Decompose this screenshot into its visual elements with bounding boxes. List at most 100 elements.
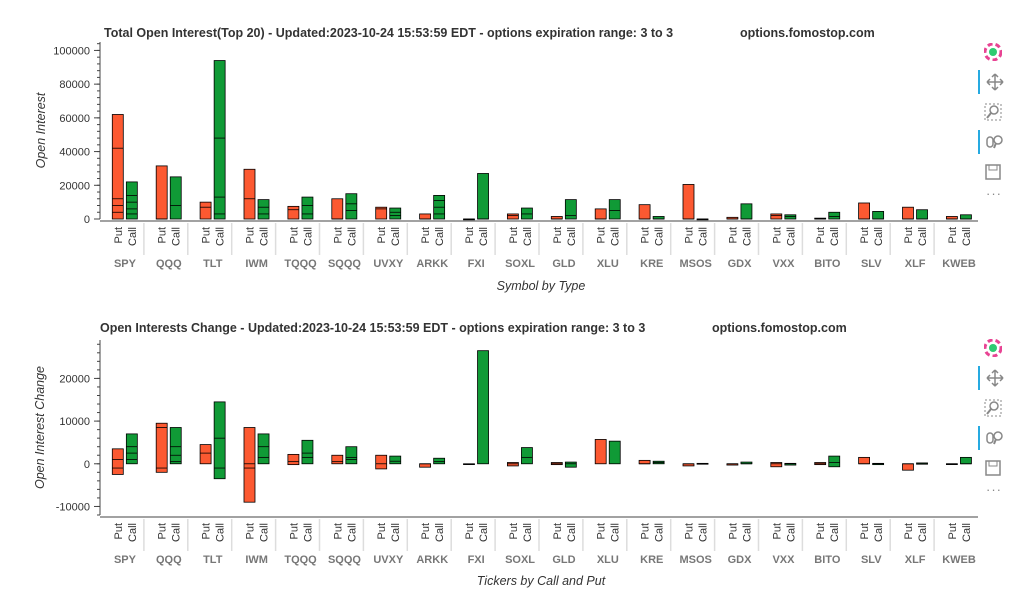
chart1-x-sub-label: Put <box>420 227 432 244</box>
chart1-x-sub-label: Call <box>522 227 534 246</box>
chart1-site-label: options.fomostop.com <box>740 26 875 40</box>
chart2-bar-call <box>477 350 489 465</box>
chart1-bar-put <box>902 206 914 220</box>
chart2-x-sub-label: Put <box>859 523 871 540</box>
pan-tool-icon[interactable] <box>978 70 1008 94</box>
box-zoom-icon[interactable] <box>978 100 1006 124</box>
chart1-x-category-label: MSOS <box>679 258 711 270</box>
chart1-x-category-label: XLU <box>597 258 619 270</box>
chart1-x-category-label: ARKK <box>416 258 448 270</box>
chart2-x-sub-label: Put <box>244 523 256 540</box>
chart1-x-sub-label: Put <box>859 227 871 244</box>
chart2-x-sub-label: Call <box>917 523 929 542</box>
chart1-x-sub-label: Call <box>741 227 753 246</box>
chart1-y-tick-label: 40000 <box>59 147 90 159</box>
chart1-y-axis-label: Open Interest <box>34 92 48 168</box>
chart2-x-sub-label: Put <box>113 523 125 540</box>
chart2-x-sub-label: Put <box>420 523 432 540</box>
bokeh-logo-icon[interactable] <box>978 40 1006 64</box>
chart1-x-sub-label: Put <box>552 227 564 244</box>
chart2-x-sub-label: Call <box>785 523 797 542</box>
chart2-bar-put <box>638 459 651 465</box>
chart2-x-category-label: IWM <box>245 554 268 566</box>
chart2-bar-put <box>770 462 783 468</box>
chart2-bar-put <box>155 422 168 473</box>
chart2-title: Open Interests Change - Updated:2023-10-… <box>100 321 645 335</box>
chart1-x-sub-label: Put <box>903 227 915 244</box>
chart2-bar-call <box>257 433 270 465</box>
chart1-x-sub-label: Call <box>566 227 578 246</box>
chart2-x-category-label: TQQQ <box>284 554 317 566</box>
chart1-x-sub-label: Put <box>596 227 608 244</box>
chart2-x-sub-label: Call <box>961 523 973 542</box>
chart1-bar-put <box>199 201 212 220</box>
chart1-x-category-label: KWEB <box>942 258 976 270</box>
chart2-x-sub-label: Call <box>127 523 139 542</box>
chart2-x-sub-label: Call <box>215 523 227 542</box>
chart1-bar-call <box>828 211 841 220</box>
chart2-x-category-label: XLU <box>597 554 619 566</box>
wheel-zoom-icon[interactable] <box>978 130 1008 154</box>
more-tools-icon[interactable]: ··· <box>986 186 1002 201</box>
chart2-bar-put <box>594 439 607 465</box>
chart1-bar-put <box>375 206 388 220</box>
chart2-bar-call <box>564 461 577 468</box>
chart2-bar-put <box>902 463 914 471</box>
chart1-bar-call <box>477 173 489 220</box>
wheel-zoom-icon[interactable] <box>978 426 1008 450</box>
chart1-y-tick-label: 100000 <box>53 45 90 57</box>
chart1-bar-put <box>243 168 256 220</box>
chart2-bar-call <box>389 455 402 465</box>
bokeh-logo-icon[interactable] <box>978 336 1006 360</box>
chart2-x-sub-label: Put <box>464 523 476 540</box>
chart1-bar-call <box>740 203 753 220</box>
chart2-x-category-label: GLD <box>552 554 575 566</box>
chart1-x-sub-label: Put <box>771 227 783 244</box>
chart1-x-sub-label: Call <box>346 227 358 246</box>
chart1-y-tick-label: 60000 <box>59 113 90 125</box>
chart2-x-sub-label: Put <box>376 523 388 540</box>
chart1-x-sub-label: Put <box>464 227 476 244</box>
chart1-x-sub-label: Call <box>785 227 797 246</box>
chart2-x-sub-label: Put <box>727 523 739 540</box>
chart1-bar-call <box>301 196 314 220</box>
save-tool-icon[interactable] <box>978 160 1006 184</box>
chart1-x-sub-label: Put <box>815 227 827 244</box>
chart2-bar-put <box>111 448 124 475</box>
chart1-x-category-label: TQQQ <box>284 258 317 270</box>
chart2-x-sub-label: Call <box>259 523 271 542</box>
chart1-y-tick-label: 20000 <box>59 180 90 192</box>
chart2-x-category-label: TLT <box>203 554 223 566</box>
chart2-x-category-label: VXX <box>772 554 795 566</box>
chart2-y-tick-label: 10000 <box>59 416 90 428</box>
chart2-x-category-label: KRE <box>640 554 663 566</box>
chart1-bar-put <box>287 205 300 220</box>
chart2-x-sub-label: Call <box>346 523 358 542</box>
chart1-x-sub-label: Call <box>215 227 227 246</box>
box-zoom-icon[interactable] <box>978 396 1006 420</box>
chart2-x-sub-label: Put <box>288 523 300 540</box>
chart2-x-sub-label: Call <box>522 523 534 542</box>
chart1-x-category-label: TLT <box>203 258 223 270</box>
pan-tool-icon[interactable] <box>978 366 1008 390</box>
chart1-bar-put <box>638 204 651 220</box>
chart2-x-category-label: GDX <box>728 554 753 566</box>
chart1-x-sub-label: Call <box>171 227 183 246</box>
chart1-bar-call <box>872 211 885 220</box>
more-tools-icon[interactable]: ··· <box>986 482 1002 497</box>
chart1-bar-call <box>257 199 270 220</box>
chart1-bar-call <box>960 214 972 220</box>
chart1-bar-call <box>564 199 577 220</box>
chart1-x-category-label: SOXL <box>505 258 535 270</box>
chart2-bar-call <box>960 456 972 465</box>
chart2-x-sub-label: Put <box>201 523 213 540</box>
chart2-bar-call <box>301 439 314 465</box>
chart1-x-category-label: GDX <box>728 258 753 270</box>
chart1-x-sub-label: Call <box>434 227 446 246</box>
save-tool-icon[interactable] <box>978 456 1006 480</box>
chart1-bar-call <box>125 181 138 220</box>
chart2-x-sub-label: Put <box>771 523 783 540</box>
chart2-x-sub-label: Call <box>654 523 666 542</box>
chart2-x-category-label: XLF <box>905 554 926 566</box>
chart2-bar-put <box>858 456 870 465</box>
